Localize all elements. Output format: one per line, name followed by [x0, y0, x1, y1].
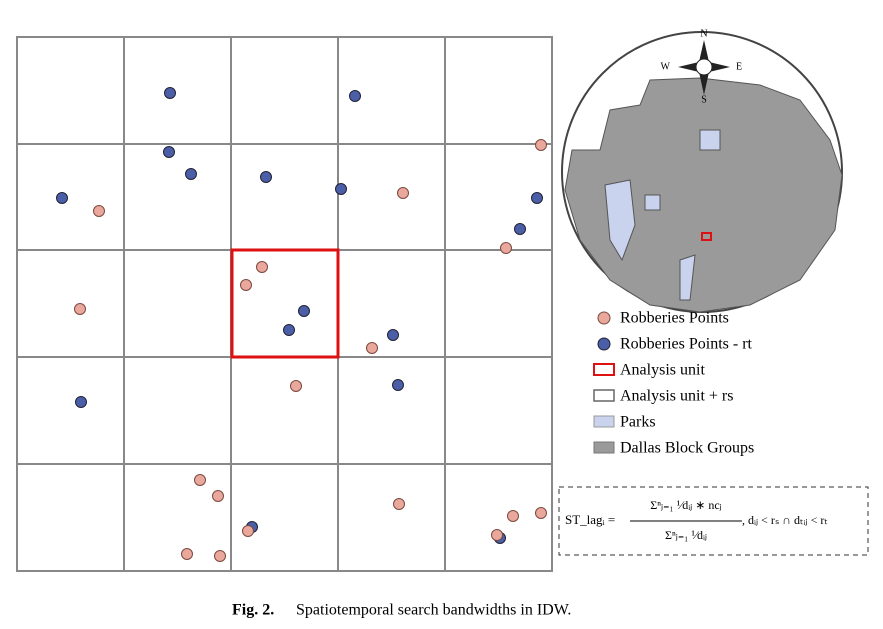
pink-point	[366, 342, 378, 354]
formula-lhs: ST_lagᵢ =	[565, 512, 615, 527]
pink-point	[240, 279, 252, 291]
legend-label: Robberies Points - rt	[620, 336, 753, 353]
blue-point	[163, 146, 175, 158]
blue-point	[260, 171, 272, 183]
legend-label: Analysis unit + rs	[620, 388, 733, 405]
blue-point	[514, 223, 526, 235]
pink-point	[290, 380, 302, 392]
compass-w: W	[661, 61, 671, 72]
caption-label: Fig. 2.	[232, 602, 274, 619]
formula-denominator: Σⁿⱼ₌₁ ¹⁄dᵢⱼ	[665, 528, 707, 542]
pink-point	[212, 490, 224, 502]
pink-point	[194, 474, 206, 486]
pink-point	[242, 525, 254, 537]
blue-point	[164, 87, 176, 99]
blue-point	[75, 396, 87, 408]
blue-point	[349, 90, 361, 102]
blue-point	[335, 183, 347, 195]
compass-s: S	[701, 94, 707, 105]
legend: Robberies Points Robberies Points - rt Ana…	[593, 310, 754, 457]
pink-point	[491, 529, 503, 541]
analysis-unit	[230, 248, 340, 359]
legend-label: Robberies Points	[620, 310, 729, 327]
legend-label: Dallas Block Groups	[620, 440, 754, 457]
formula-box	[558, 486, 869, 556]
pink-point	[500, 242, 512, 254]
pink-point	[181, 548, 193, 560]
blue-point	[283, 324, 295, 336]
formula-condition: , dᵢⱼ < rₛ ∩ dₜᵢⱼ < rₜ	[742, 513, 828, 527]
pink-point	[507, 510, 519, 522]
pink-point	[397, 187, 409, 199]
blue-point	[56, 192, 68, 204]
pink-point	[214, 550, 226, 562]
blue-point	[298, 305, 310, 317]
grid	[16, 36, 553, 572]
pink-point	[393, 498, 405, 510]
pink-point	[535, 139, 547, 151]
pink-point	[93, 205, 105, 217]
pink-point	[74, 303, 86, 315]
blue-point	[185, 168, 197, 180]
compass-n: N	[700, 28, 707, 39]
blue-point	[392, 379, 404, 391]
pink-point	[535, 507, 547, 519]
blue-point	[387, 329, 399, 341]
blue-point	[531, 192, 543, 204]
legend-label: Parks	[620, 414, 656, 431]
points	[56, 87, 547, 562]
pink-point	[256, 261, 268, 273]
caption-text: Spatiotemporal search bandwidths in IDW.	[296, 602, 571, 619]
compass-e: E	[736, 61, 742, 72]
formula-numerator: Σⁿⱼ₌₁ ¹⁄dᵢⱼ ∗ ncⱼ	[650, 498, 722, 512]
map: N E S W	[561, 28, 843, 313]
legend-label: Analysis unit	[620, 362, 705, 379]
